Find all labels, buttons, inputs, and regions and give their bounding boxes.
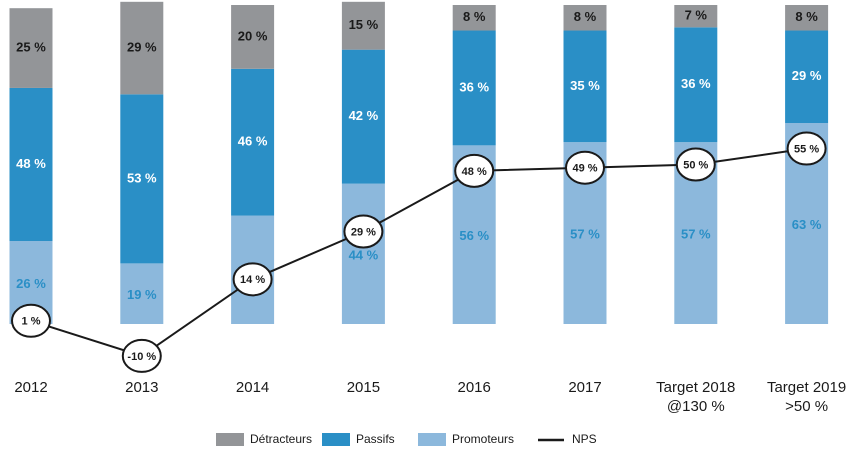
bar-segment: [120, 94, 164, 264]
bar-segment: [785, 30, 829, 124]
legend-swatch: [322, 433, 350, 446]
value-label: 1 %: [22, 316, 41, 328]
x-tick-label: 2017: [568, 379, 601, 396]
x-tick-label: 2016: [458, 379, 491, 396]
value-label: 25 %: [16, 40, 46, 55]
x-tick-label: Target 2018: [656, 379, 735, 396]
value-label: 8 %: [574, 9, 597, 24]
value-label: 36 %: [459, 79, 489, 94]
legend-swatch: [418, 433, 446, 446]
value-label: 20 %: [238, 28, 268, 43]
bar-segment: [9, 87, 53, 242]
value-label: 44 %: [349, 247, 379, 262]
nps-marker: [232, 262, 273, 297]
bar-segment: [563, 30, 607, 143]
value-label: 46 %: [238, 134, 268, 149]
nps-marker: [11, 303, 51, 338]
nps-marker: [786, 131, 827, 166]
nps-marker: [121, 338, 162, 373]
nps-marker: [565, 150, 605, 185]
value-label: 36 %: [681, 76, 711, 91]
value-label: 53 %: [127, 170, 157, 185]
value-label: 55 %: [794, 143, 819, 155]
bar-segment: [563, 5, 607, 31]
x-tick-label: 2013: [125, 379, 158, 396]
nps-marker: [454, 153, 495, 188]
value-label: 63 %: [792, 217, 822, 232]
value-label: 19 %: [127, 287, 157, 302]
value-label: 29 %: [351, 226, 376, 238]
value-label: -10 %: [127, 351, 156, 363]
value-label: 48 %: [462, 166, 487, 178]
value-label: 57 %: [570, 227, 600, 242]
bar-segment: [120, 1, 164, 95]
legend-label: Détracteurs: [250, 432, 312, 446]
legend-swatch: [216, 433, 244, 446]
value-label: 8 %: [795, 9, 818, 24]
value-label: 50 %: [683, 159, 708, 171]
value-label: 49 %: [572, 163, 597, 175]
value-label: 8 %: [463, 9, 486, 24]
x-tick-label: >50 %: [785, 398, 828, 415]
value-label: 35 %: [570, 78, 600, 93]
x-tick-label: 2012: [14, 379, 47, 396]
value-label: 48 %: [16, 156, 46, 171]
value-label: 42 %: [349, 108, 379, 123]
bar-segment: [674, 27, 718, 143]
nps-marker: [343, 214, 384, 249]
nps-marker: [675, 147, 716, 182]
bar-segment: [231, 5, 275, 69]
value-label: 7 %: [685, 8, 708, 23]
x-tick-label: @130 %: [667, 398, 725, 415]
value-label: 14 %: [240, 274, 265, 286]
legend-label: NPS: [572, 432, 597, 446]
bar-segment: [120, 263, 164, 324]
x-tick-label: Target 2019: [767, 379, 846, 396]
bar-segment: [341, 183, 385, 324]
bar-segment: [231, 68, 275, 216]
legend-label: Passifs: [356, 432, 395, 446]
bar-segment: [674, 5, 718, 28]
bar-segment: [452, 5, 496, 31]
legend-label: Promoteurs: [452, 432, 514, 446]
x-tick-label: 2015: [347, 379, 380, 396]
bar-segment: [452, 30, 496, 146]
value-label: 56 %: [459, 228, 489, 243]
value-label: 15 %: [349, 17, 379, 32]
value-label: 57 %: [681, 227, 711, 242]
bar-segment: [785, 5, 829, 31]
value-label: 29 %: [127, 40, 157, 55]
bar-segment: [9, 8, 53, 88]
value-label: 26 %: [16, 276, 46, 291]
bar-segment: [341, 1, 385, 50]
x-tick-label: 2014: [236, 379, 269, 396]
bar-segment: [341, 49, 385, 184]
value-label: 29 %: [792, 68, 822, 83]
